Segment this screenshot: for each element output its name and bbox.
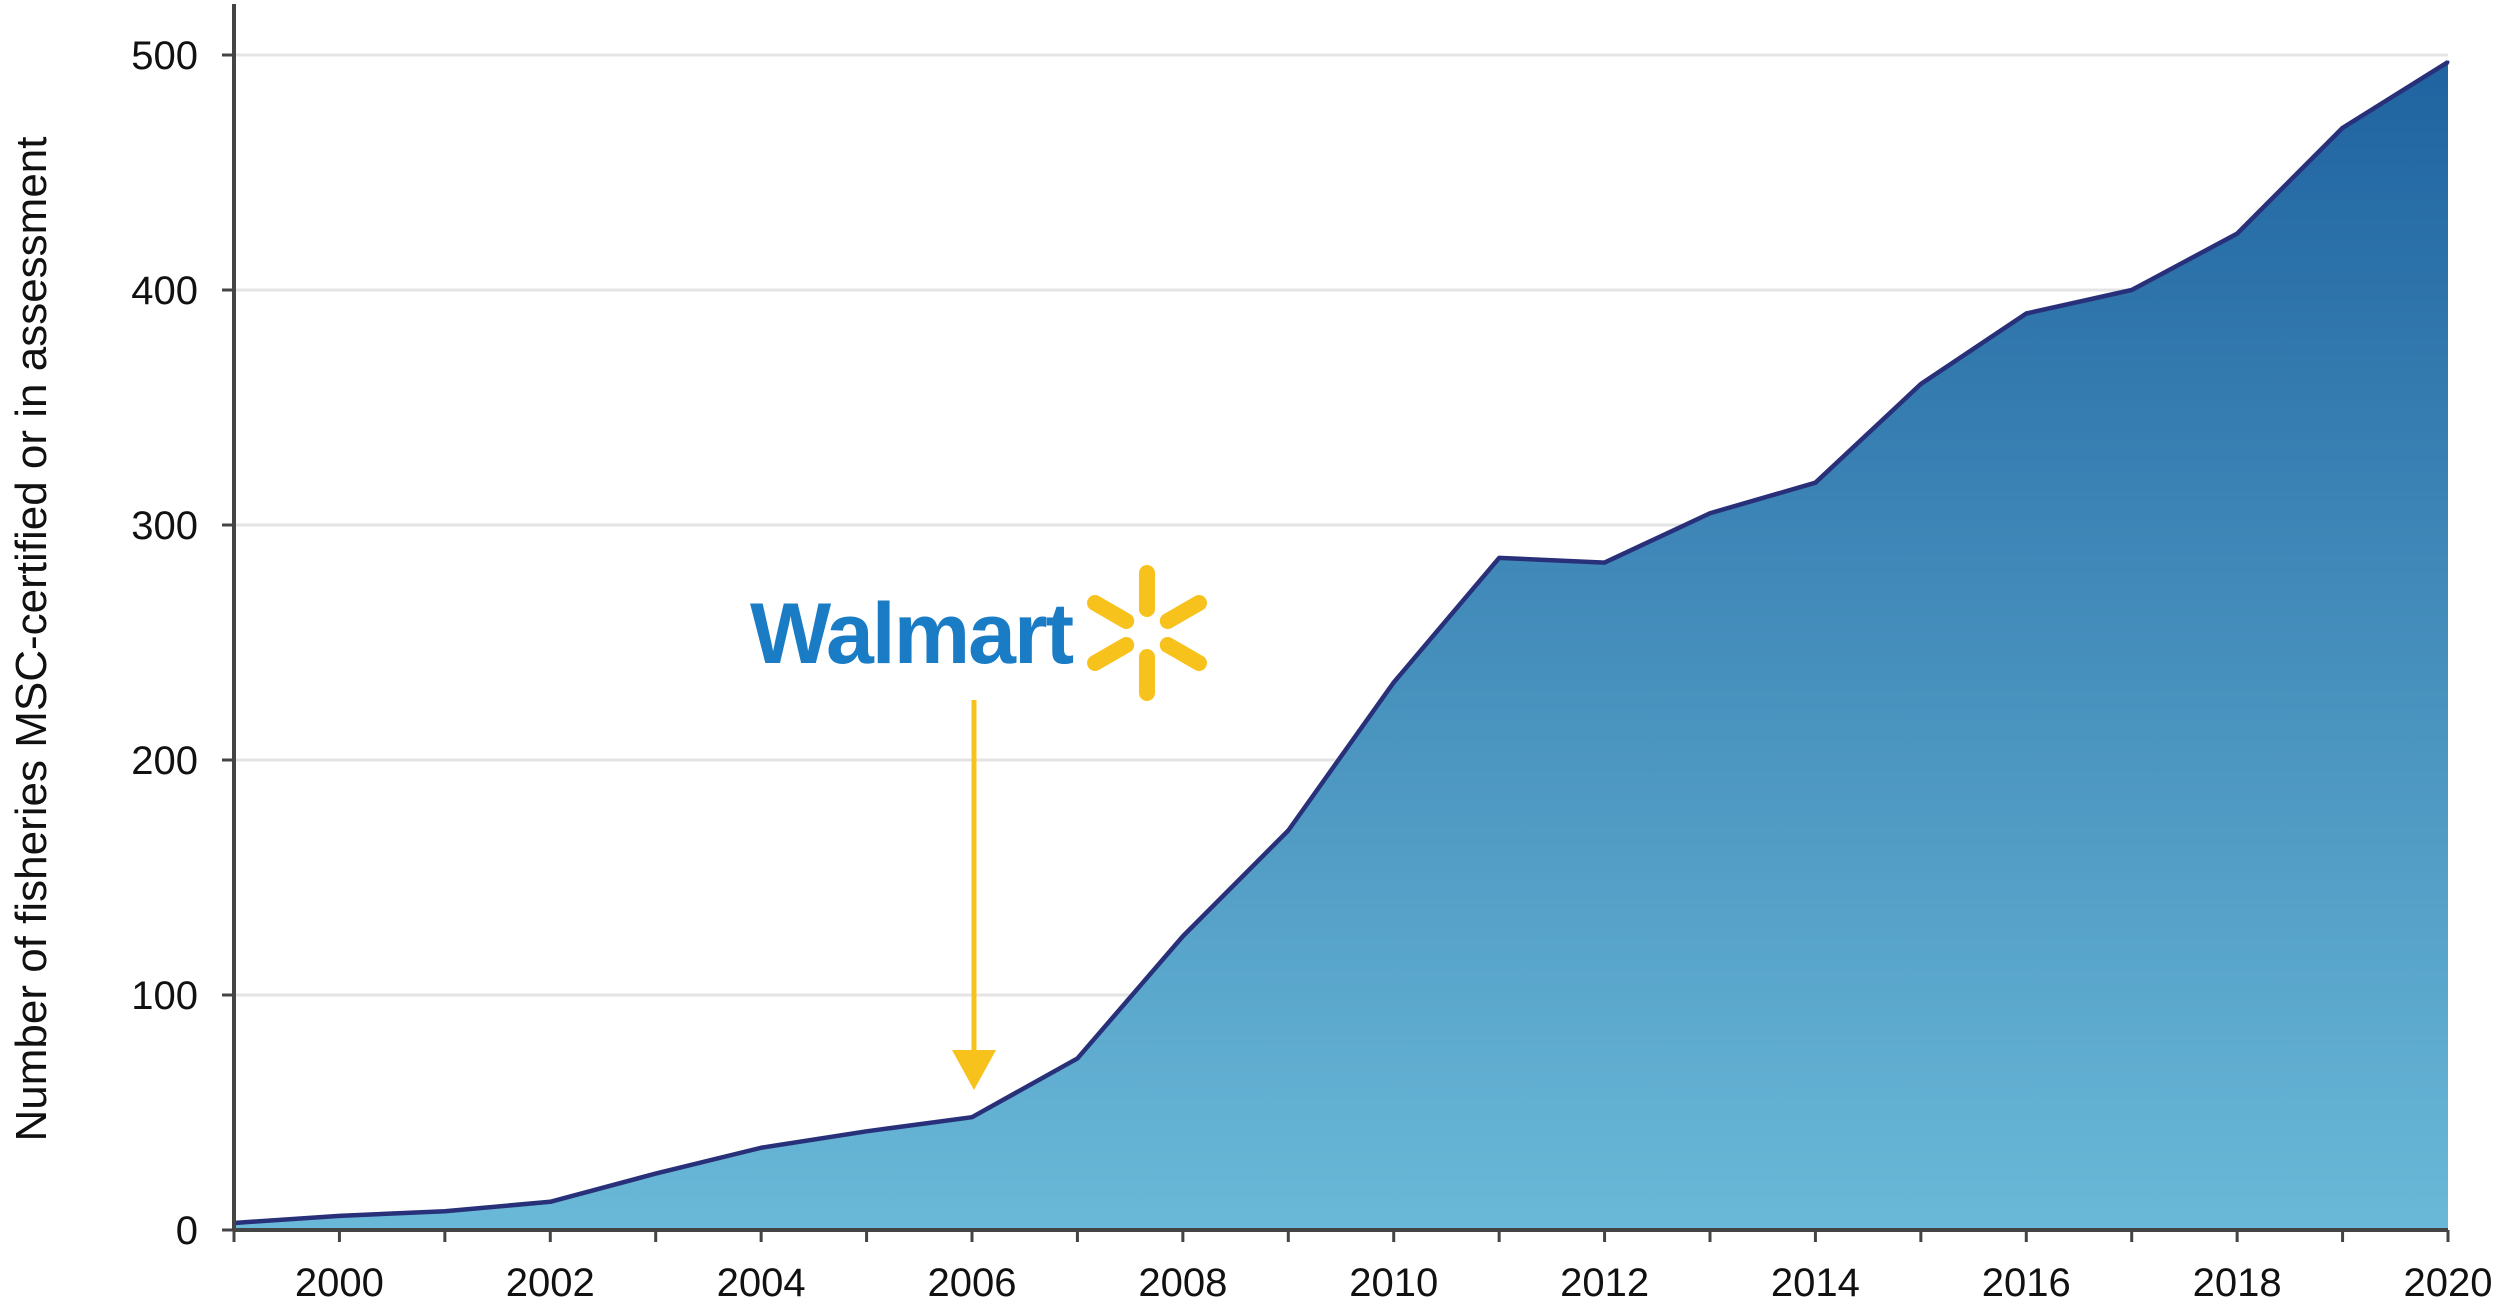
y-tick-label: 400: [131, 269, 198, 313]
data-point: [1075, 1056, 1079, 1060]
x-tick-label: 2002: [506, 1261, 595, 1305]
x-axis-ticks: 2000 2002 2004 2006 2008 2010 2012 2014 2016 2018…: [232, 1230, 2493, 1305]
y-tick-label: 500: [131, 34, 198, 78]
y-tick-label: 300: [131, 504, 198, 548]
arrow-head: [952, 1050, 996, 1090]
spark-ray: [1159, 595, 1207, 629]
x-tick-label: 2018: [2193, 1261, 2282, 1305]
data-point: [1392, 680, 1396, 684]
spark-ray: [1087, 595, 1135, 629]
annotation-arrow: [952, 700, 996, 1090]
data-point: [1497, 556, 1501, 560]
data-point: [970, 1115, 974, 1119]
data-point: [759, 1146, 763, 1150]
walmart-logo-text: Walmart: [750, 586, 1073, 682]
data-point: [337, 1214, 341, 1218]
x-tick-label: 2020: [2404, 1261, 2493, 1305]
x-tick-label: 2012: [1560, 1261, 1649, 1305]
walmart-annotation: Walmart: [750, 565, 1207, 1090]
x-tick-label: 2014: [1771, 1261, 1860, 1305]
data-point: [443, 1209, 447, 1213]
axes: [232, 4, 2448, 1232]
data-point: [2024, 312, 2028, 315]
data-point: [654, 1172, 658, 1176]
spark-ray: [1087, 637, 1135, 671]
y-axis-ticks: 0 100 200 300 400 500: [131, 34, 234, 1253]
data-point: [2341, 126, 2345, 130]
data-point: [2130, 288, 2134, 292]
area-series: [232, 60, 2450, 1230]
data-point: [1181, 934, 1185, 938]
data-point: [1919, 382, 1923, 386]
data-point: [1813, 481, 1817, 485]
x-tick-label: 2016: [1982, 1261, 2071, 1305]
y-tick-label: 200: [131, 739, 198, 783]
y-tick-label: 100: [131, 974, 198, 1018]
y-tick-label: 0: [176, 1209, 198, 1253]
x-tick-label: 2010: [1349, 1261, 1438, 1305]
series-line: [233, 60, 2450, 1226]
area-fill: [234, 62, 2448, 1230]
x-tick-label: 2006: [928, 1261, 1017, 1305]
data-point: [1708, 511, 1712, 515]
x-tick-label: 2008: [1138, 1261, 1227, 1305]
spark-ray: [1159, 637, 1207, 671]
data-point: [2446, 60, 2450, 64]
x-tick-label: 2000: [295, 1261, 384, 1305]
y-axis-title: Number of fisheries MSC-certified or in …: [7, 137, 56, 1142]
walmart-spark-icon: [1087, 565, 1207, 701]
x-tick-label: 2004: [717, 1261, 806, 1305]
data-point: [865, 1129, 869, 1133]
data-point: [548, 1200, 552, 1204]
data-point: [2235, 232, 2239, 236]
data-point: [1286, 829, 1290, 832]
data-point: [1603, 561, 1607, 565]
